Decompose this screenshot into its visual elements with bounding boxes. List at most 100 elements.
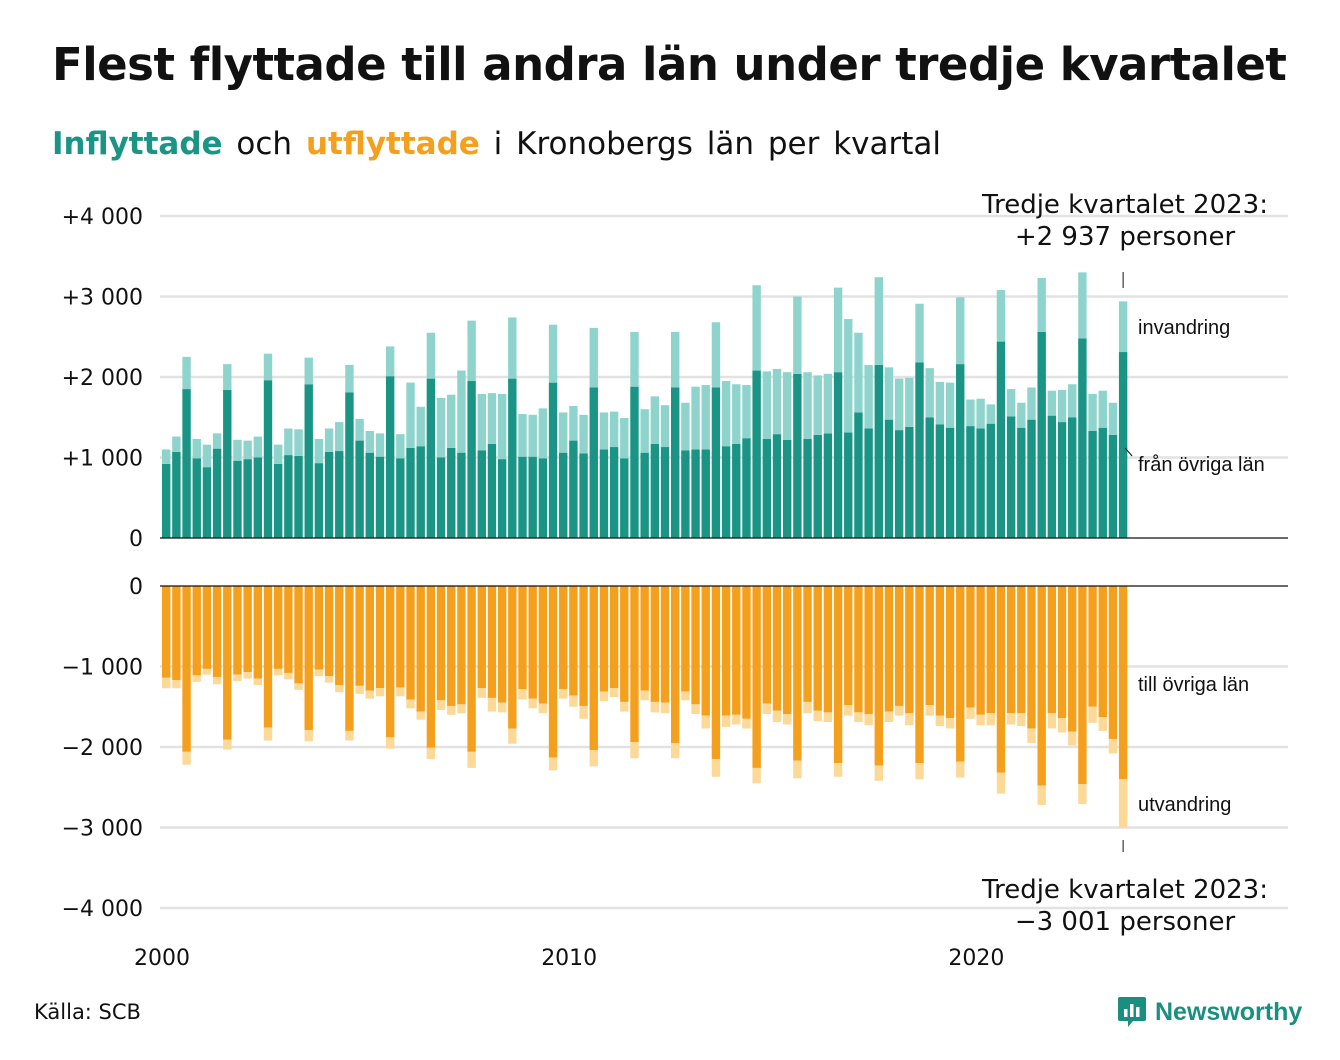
bar-till-ovriga-lan — [538, 586, 548, 704]
bar-till-ovriga-lan — [202, 586, 212, 669]
bar-till-ovriga-lan — [650, 586, 660, 702]
label-till-ovriga-lan: till övriga län — [1138, 674, 1249, 696]
bar-fran-ovriga-lan — [1088, 430, 1097, 538]
bar-fran-ovriga-lan — [976, 428, 985, 538]
bar-utvandring — [996, 772, 1006, 794]
bar-fran-ovriga-lan — [1068, 417, 1077, 538]
bar-utvandring — [314, 669, 324, 677]
bar-till-ovriga-lan — [548, 586, 558, 758]
bar-invandring — [1108, 402, 1118, 435]
bar-utvandring — [925, 705, 934, 716]
bar-utvandring — [864, 713, 873, 726]
bar-fran-ovriga-lan — [813, 434, 822, 538]
bar-fran-ovriga-lan — [966, 426, 975, 538]
y-tick-bottom: −1 000 — [62, 656, 143, 681]
x-tick: 2010 — [541, 946, 597, 971]
bar-utvandring — [324, 676, 334, 683]
bar-utvandring — [365, 690, 374, 699]
segment-labels: invandring från övriga län till övriga län… — [1138, 317, 1265, 816]
bar-utvandring — [966, 707, 975, 719]
bar-invandring — [172, 436, 181, 452]
bar-fran-ovriga-lan — [782, 439, 792, 538]
bar-fran-ovriga-lan — [396, 458, 405, 538]
bar-invandring — [956, 297, 965, 365]
bar-utvandring — [772, 710, 782, 723]
bar-fran-ovriga-lan — [1118, 352, 1128, 538]
bar-till-ovriga-lan — [345, 586, 354, 731]
bar-till-ovriga-lan — [1088, 586, 1097, 707]
bar-utvandring — [823, 712, 833, 723]
bar-utvandring — [640, 690, 649, 701]
bar-fran-ovriga-lan — [996, 341, 1006, 538]
bar-utvandring — [986, 713, 995, 726]
subtitle-rest: i Kronobergs län per kvartal — [493, 126, 942, 162]
bar-fran-ovriga-lan — [365, 452, 374, 538]
bar-till-ovriga-lan — [304, 586, 313, 731]
bar-invandring — [1057, 389, 1067, 423]
x-tick: 2000 — [134, 946, 190, 971]
bar-fran-ovriga-lan — [253, 457, 263, 538]
subtitle-och: och — [236, 126, 293, 162]
bar-invandring — [447, 394, 456, 448]
bar-fran-ovriga-lan — [1037, 331, 1046, 538]
bar-invandring — [752, 285, 761, 371]
bar-till-ovriga-lan — [793, 586, 802, 761]
bar-utvandring — [589, 750, 598, 767]
bar-till-ovriga-lan — [1108, 586, 1118, 739]
bar-fran-ovriga-lan — [324, 451, 334, 538]
bar-utvandring — [732, 714, 741, 725]
bar-till-ovriga-lan — [1037, 586, 1046, 786]
bar-fran-ovriga-lan — [660, 447, 670, 538]
bar-invandring — [182, 356, 191, 390]
bar-fran-ovriga-lan — [732, 443, 741, 538]
bar-invandring — [833, 287, 843, 373]
bar-till-ovriga-lan — [508, 586, 517, 729]
bar-utvandring — [294, 683, 303, 690]
bar-fran-ovriga-lan — [884, 419, 894, 538]
bar-till-ovriga-lan — [416, 586, 425, 712]
bar-till-ovriga-lan — [233, 586, 242, 675]
bar-till-ovriga-lan — [192, 586, 201, 676]
bar-utvandring — [416, 711, 425, 720]
bar-utvandring — [884, 711, 894, 723]
bar-utvandring — [335, 685, 344, 693]
bar-utvandring — [671, 742, 680, 759]
bar-utvandring — [1027, 728, 1036, 743]
bar-till-ovriga-lan — [894, 586, 904, 706]
bar-till-ovriga-lan — [1047, 586, 1057, 714]
bar-utvandring — [477, 688, 486, 698]
bar-invandring — [528, 414, 537, 457]
bar-fran-ovriga-lan — [487, 443, 497, 538]
bar-utvandring — [406, 699, 415, 709]
bar-till-ovriga-lan — [1006, 586, 1016, 714]
bar-invandring — [732, 384, 741, 444]
bar-fran-ovriga-lan — [1027, 419, 1036, 538]
bar-fran-ovriga-lan — [650, 443, 660, 538]
bar-utvandring — [569, 695, 578, 707]
bar-utvandring — [487, 697, 497, 712]
bar-utvandring — [1088, 706, 1097, 723]
bar-fran-ovriga-lan — [640, 452, 649, 538]
bar-till-ovriga-lan — [905, 586, 914, 714]
bar-fran-ovriga-lan — [273, 463, 283, 538]
bar-till-ovriga-lan — [681, 586, 690, 692]
bar-invandring — [1027, 387, 1036, 420]
bars-utflyttade — [162, 586, 1128, 828]
bar-till-ovriga-lan — [324, 586, 334, 677]
source-note: Källa: SCB — [34, 1000, 141, 1024]
bar-utvandring — [620, 701, 629, 712]
bar-till-ovriga-lan — [874, 586, 883, 766]
bar-invandring — [874, 277, 883, 365]
bar-till-ovriga-lan — [365, 586, 374, 691]
bar-till-ovriga-lan — [314, 586, 324, 670]
bar-till-ovriga-lan — [375, 586, 385, 689]
bar-utvandring — [874, 765, 883, 781]
bar-fran-ovriga-lan — [436, 457, 446, 538]
bar-fran-ovriga-lan — [579, 453, 588, 538]
bar-fran-ovriga-lan — [447, 447, 456, 538]
bottom-annotation-line2: −3 001 personer — [1015, 907, 1236, 937]
bar-fran-ovriga-lan — [599, 449, 609, 538]
bar-invandring — [976, 398, 985, 429]
bar-invandring — [1047, 390, 1057, 416]
bar-utvandring — [508, 728, 517, 744]
